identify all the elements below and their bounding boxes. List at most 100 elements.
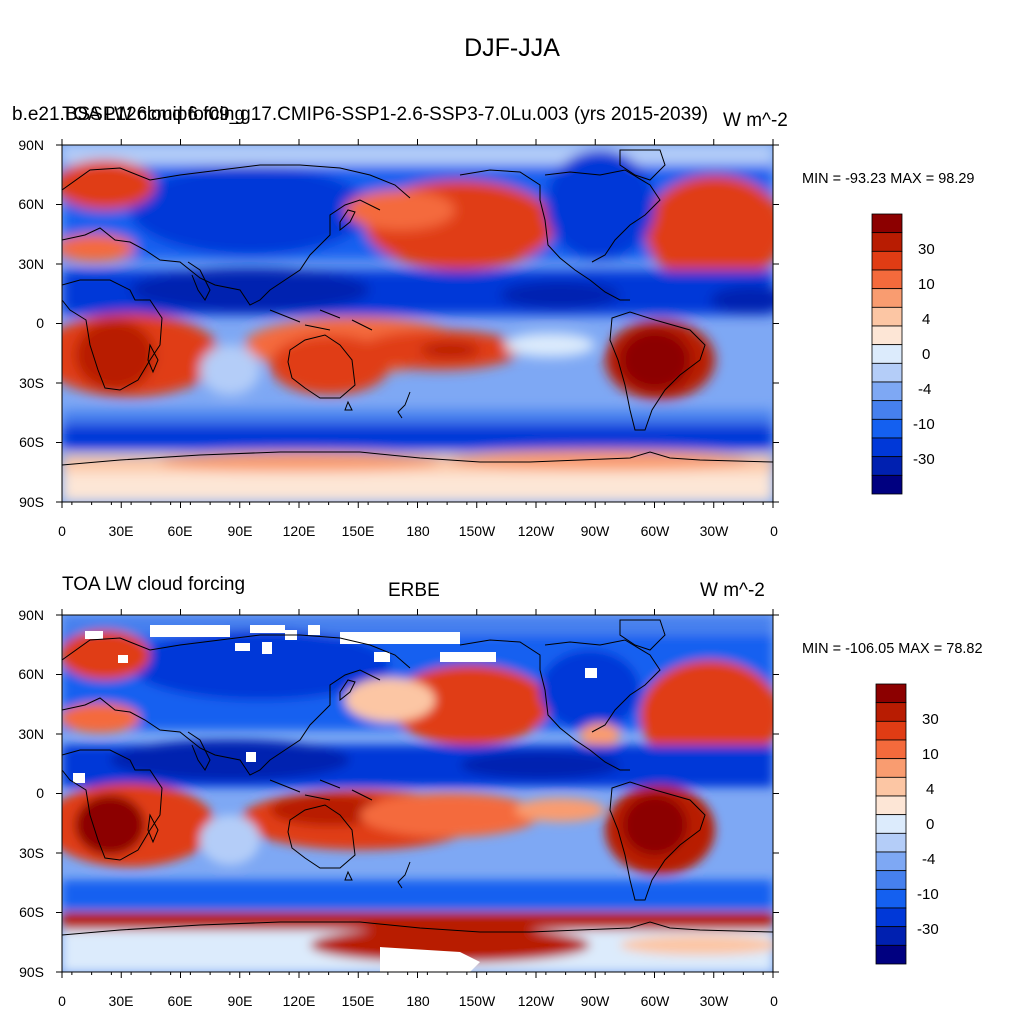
p1-lat-label: 60N bbox=[18, 196, 44, 212]
colorbar-box bbox=[871, 288, 903, 308]
p1-lat-label: 60S bbox=[19, 434, 44, 450]
figure-title: DJF-JJA bbox=[464, 34, 560, 62]
panel2-center-title: ERBE bbox=[388, 580, 440, 601]
p2-lon-label: 0 bbox=[58, 993, 66, 1009]
panel2-map bbox=[62, 615, 773, 972]
p1-lat-label: 0 bbox=[36, 315, 44, 331]
p2-lon-label: 120W bbox=[517, 993, 555, 1009]
colorbar-box bbox=[871, 325, 903, 346]
panel1-ticks bbox=[56, 139, 779, 508]
colorbar-box bbox=[871, 250, 903, 271]
p2-lon-label: 60E bbox=[167, 993, 193, 1009]
p1-colorbar-label: 10 bbox=[918, 276, 935, 293]
panel1-coastlines bbox=[62, 149, 773, 466]
p1-colorbar-label: 0 bbox=[922, 346, 931, 363]
p1-lon-label: 180 bbox=[406, 523, 430, 539]
p1-lon-label: 90W bbox=[580, 523, 610, 539]
panel1-units: W m^-2 bbox=[723, 110, 788, 131]
p2-colorbar-label: 10 bbox=[922, 746, 939, 763]
p2-colorbar-label: -4 bbox=[922, 851, 936, 868]
colorbar-box bbox=[875, 758, 907, 778]
p2-lat-label: 60S bbox=[19, 904, 44, 920]
p2-colorbar-label: 4 bbox=[926, 781, 935, 798]
p1-lon-label: 30W bbox=[699, 523, 729, 539]
p2-lon-label: 150W bbox=[458, 993, 496, 1009]
colorbar-box bbox=[871, 474, 903, 495]
p2-colorbar-label: -30 bbox=[917, 921, 939, 938]
colorbar-box bbox=[875, 944, 907, 965]
p2-colorbar-label: 0 bbox=[926, 816, 935, 833]
p1-lon-label: 150W bbox=[458, 523, 496, 539]
panel1-colorbar bbox=[871, 213, 903, 495]
p1-lat-label: 90N bbox=[18, 137, 44, 153]
p1-lon-label: 120W bbox=[517, 523, 555, 539]
panel2-left-title: TOA LW cloud forcing bbox=[62, 574, 246, 595]
colorbar-box bbox=[875, 832, 907, 853]
p2-lat-label: 0 bbox=[36, 785, 44, 801]
p2-lon-label: 120E bbox=[282, 993, 316, 1009]
colorbar-box bbox=[871, 362, 903, 383]
panel2-colorbar bbox=[875, 683, 907, 965]
colorbar-box bbox=[875, 907, 907, 928]
colorbar-box bbox=[875, 814, 907, 834]
p2-lon-label: 60W bbox=[640, 993, 670, 1009]
colorbar-box bbox=[871, 344, 903, 364]
p2-lon-label: 150E bbox=[341, 993, 375, 1009]
p1-colorbar-label: -10 bbox=[913, 416, 935, 433]
p2-lat-label: 90S bbox=[19, 964, 44, 980]
p1-lat-label: 90S bbox=[19, 494, 44, 510]
panel2-ticks bbox=[56, 609, 779, 978]
p2-colorbar-label: -10 bbox=[917, 886, 939, 903]
colorbar-box bbox=[875, 739, 907, 760]
colorbar-box bbox=[875, 870, 907, 890]
colorbar-box bbox=[871, 418, 903, 439]
colorbar-box bbox=[875, 795, 907, 816]
p1-colorbar-label: -30 bbox=[913, 451, 935, 468]
panel1-map bbox=[62, 145, 773, 502]
p1-lon-label: 90E bbox=[227, 523, 253, 539]
colorbar-box bbox=[875, 888, 907, 909]
p2-lat-label: 90N bbox=[18, 607, 44, 623]
colorbar-box bbox=[875, 683, 907, 704]
colorbar-box bbox=[875, 851, 907, 872]
p2-lat-label: 30S bbox=[19, 845, 44, 861]
colorbar-box bbox=[875, 776, 907, 797]
colorbar-box bbox=[871, 400, 903, 420]
p2-lon-label: 30W bbox=[699, 993, 729, 1009]
colorbar-box bbox=[871, 437, 903, 458]
panel2-units: W m^-2 bbox=[700, 580, 765, 601]
colorbar-box bbox=[875, 926, 907, 946]
panel1-min-max: MIN = -93.23 MAX = 98.29 bbox=[802, 171, 975, 187]
panel1-left-title: b.e21.BSSP126cmip6.f09_g17.CMIP6-SSP1-2.… bbox=[12, 104, 709, 125]
colorbar-box bbox=[871, 232, 903, 252]
p1-lat-label: 30S bbox=[19, 375, 44, 391]
colorbar-box bbox=[875, 720, 907, 741]
colorbar-box bbox=[875, 702, 907, 722]
p2-lon-label: 30E bbox=[108, 993, 134, 1009]
p1-lon-label: 30E bbox=[108, 523, 134, 539]
p1-colorbar-label: -4 bbox=[918, 381, 932, 398]
p1-lon-label: 0 bbox=[770, 523, 778, 539]
colorbar-box bbox=[871, 269, 903, 290]
p2-lon-label: 90E bbox=[227, 993, 253, 1009]
p1-colorbar-label: 4 bbox=[922, 311, 931, 328]
p1-lon-label: 60W bbox=[640, 523, 670, 539]
panel1-left-title-overlap: TOA LW cloud forcing bbox=[62, 104, 246, 125]
colorbar-box bbox=[871, 456, 903, 476]
p1-lon-label: 120E bbox=[282, 523, 316, 539]
p2-lat-label: 60N bbox=[18, 666, 44, 682]
colorbar-box bbox=[871, 213, 903, 234]
p1-lon-label: 60E bbox=[167, 523, 193, 539]
p2-lat-label: 30N bbox=[18, 726, 44, 742]
p1-colorbar-label: 30 bbox=[918, 241, 935, 258]
p2-lon-label: 0 bbox=[770, 993, 778, 1009]
colorbar-box bbox=[871, 306, 903, 327]
p2-lon-label: 180 bbox=[406, 993, 430, 1009]
p2-colorbar-label: 30 bbox=[922, 711, 939, 728]
colorbar-box bbox=[871, 381, 903, 402]
p2-lon-label: 90W bbox=[580, 993, 610, 1009]
p1-lon-label: 150E bbox=[341, 523, 375, 539]
p1-lon-label: 0 bbox=[58, 523, 66, 539]
p1-lat-label: 30N bbox=[18, 256, 44, 272]
